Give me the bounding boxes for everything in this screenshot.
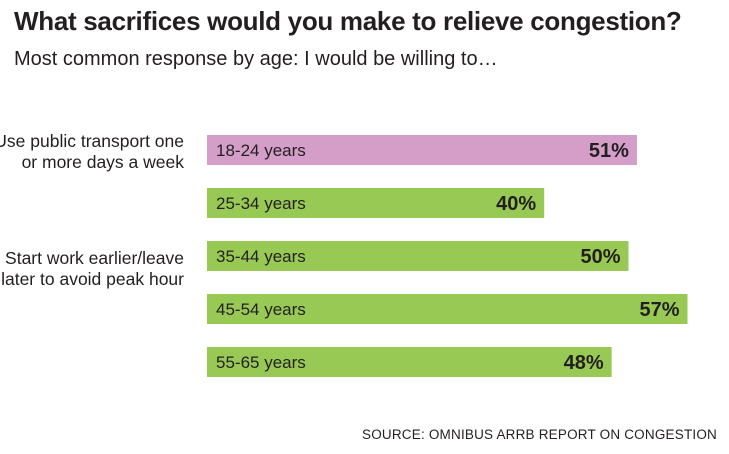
bar-35-44-years [207,241,629,271]
source-note: SOURCE: OMNIBUS ARRB REPORT ON CONGESTIO… [361,427,717,442]
bar-value-label: 50% [580,246,620,268]
chart-subtitle: Most common response by age: I would be … [14,48,498,70]
bar-category-label: 18-24 years [216,141,306,160]
group-label-start-work-earlier: Start work earlier/leave later to avoid … [1,248,184,289]
bar-25-34-years [207,188,545,218]
bar-18-24-years [207,135,637,165]
bar-category-label: 45-54 years [216,300,306,319]
bar-45-54-years [207,294,688,324]
bar-55-65-years [207,347,612,377]
bar-value-label: 51% [589,140,629,162]
bar-category-label: 25-34 years [216,194,306,213]
bar-category-label: 35-44 years [216,247,306,266]
bar-value-label: 57% [639,299,679,321]
bar-value-label: 40% [496,193,536,215]
bar-value-label: 48% [564,352,604,374]
chart-title: What sacrifices would you make to reliev… [14,6,682,36]
group-label-public-transport: Use public transport one or more days a … [0,131,184,172]
bar-category-label: 55-65 years [216,353,306,372]
